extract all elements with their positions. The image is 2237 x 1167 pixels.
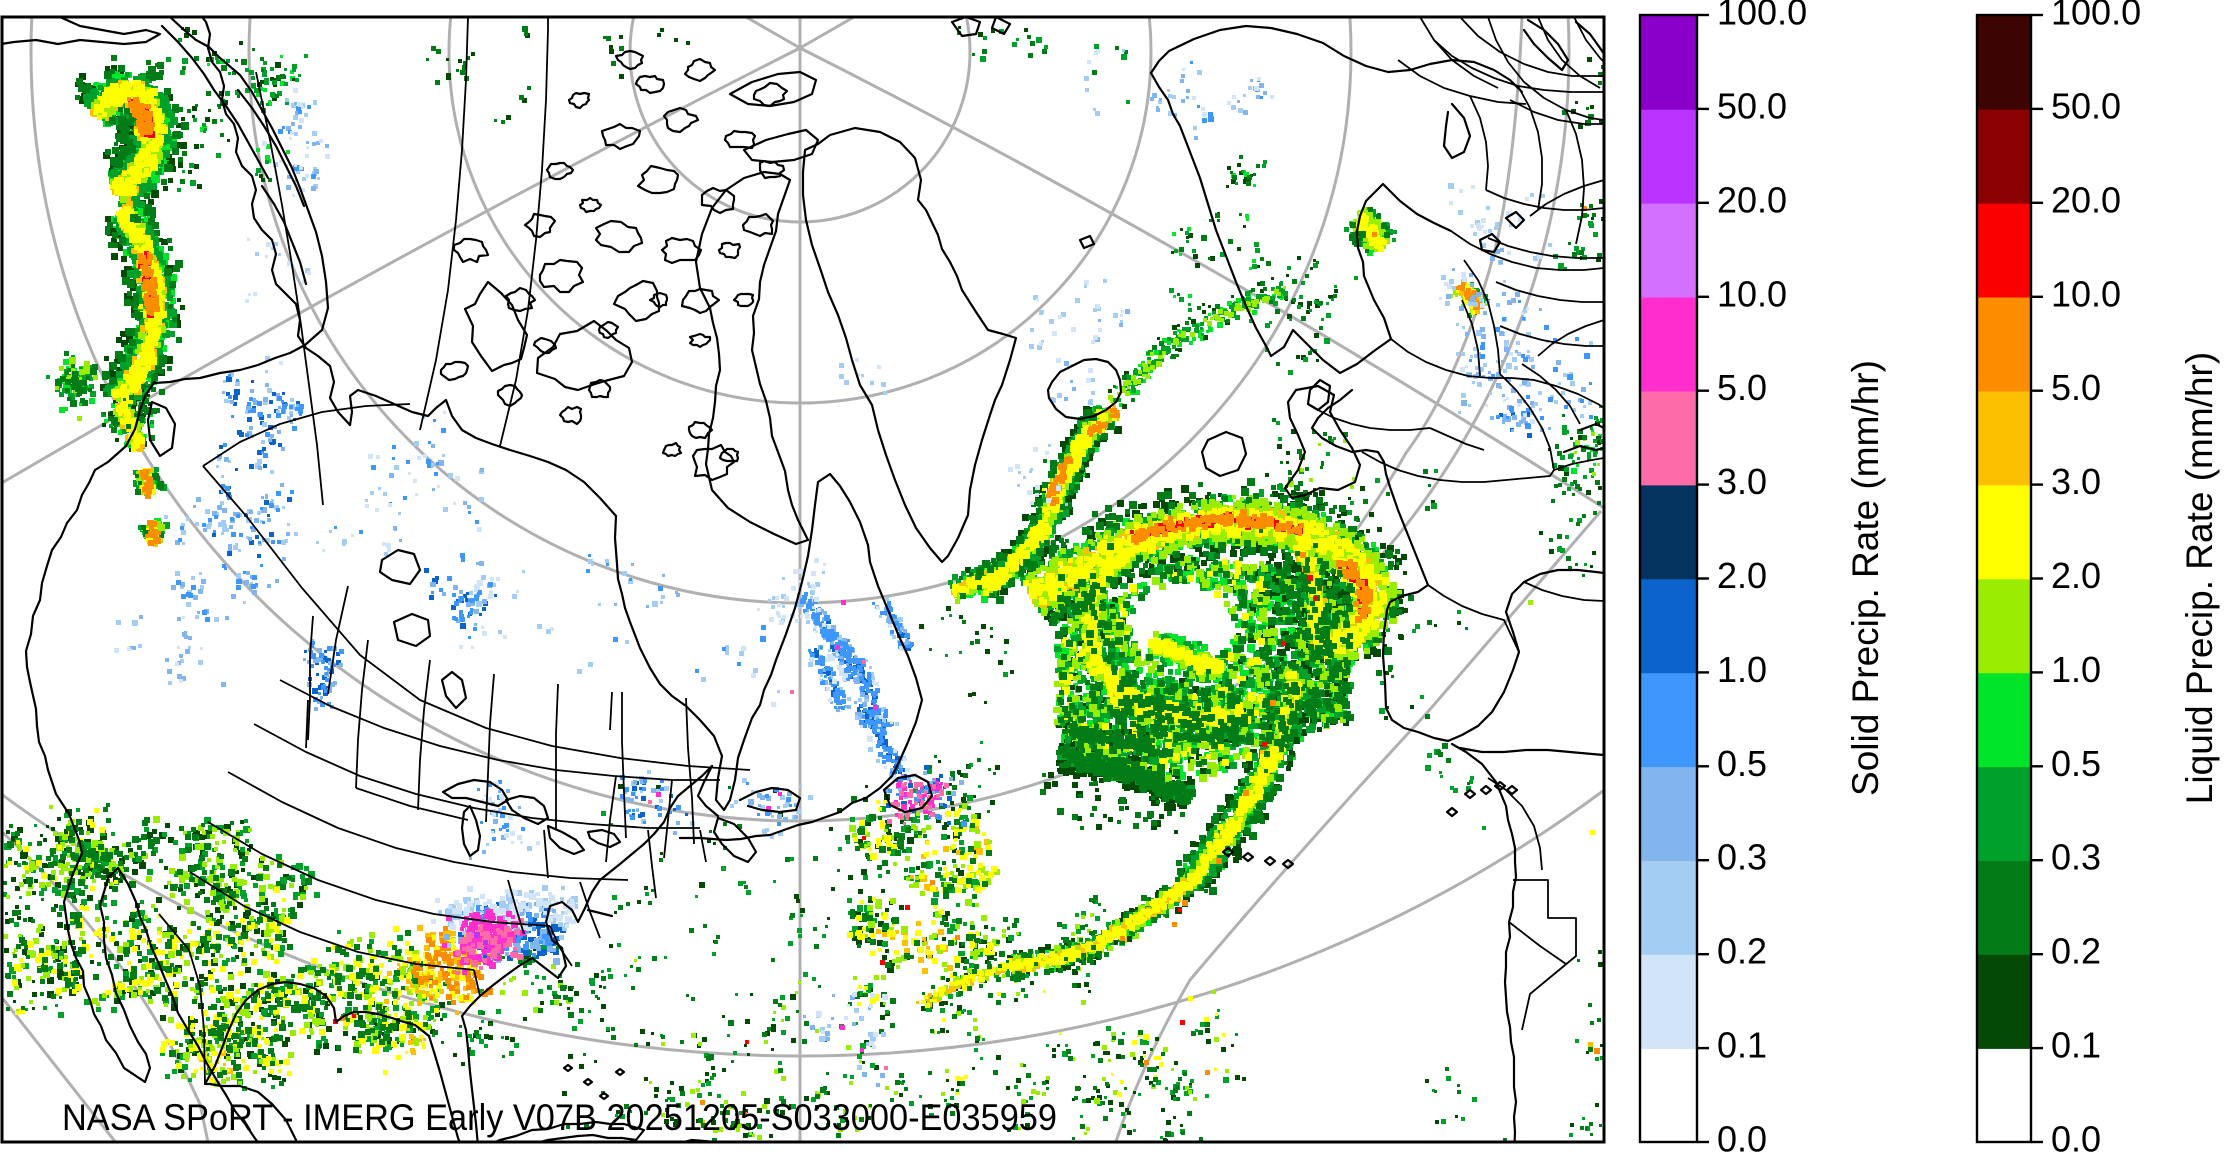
svg-text:0.0: 0.0	[2051, 1119, 2101, 1160]
svg-text:Solid Precip. Rate (mm/hr): Solid Precip. Rate (mm/hr)	[1845, 360, 1886, 796]
svg-text:1.0: 1.0	[1717, 649, 1767, 690]
svg-text:0.2: 0.2	[1717, 931, 1767, 972]
svg-text:0.0: 0.0	[1717, 1119, 1767, 1160]
svg-text:NASA SPoRT - IMERG Early V07B: NASA SPoRT - IMERG Early V07B 20251205-S…	[62, 1097, 1057, 1138]
svg-text:0.1: 0.1	[1717, 1025, 1767, 1066]
svg-text:20.0: 20.0	[2051, 179, 2121, 220]
svg-text:0.2: 0.2	[2051, 931, 2101, 972]
svg-text:2.0: 2.0	[2051, 555, 2101, 596]
svg-text:1.0: 1.0	[2051, 649, 2101, 690]
svg-text:100.0: 100.0	[1717, 0, 1807, 33]
svg-text:50.0: 50.0	[1717, 85, 1787, 126]
svg-text:2.0: 2.0	[1717, 555, 1767, 596]
svg-text:0.5: 0.5	[2051, 743, 2101, 784]
svg-text:5.0: 5.0	[2051, 367, 2101, 408]
svg-text:10.0: 10.0	[1717, 273, 1787, 314]
svg-text:3.0: 3.0	[1717, 461, 1767, 502]
svg-text:20.0: 20.0	[1717, 179, 1787, 220]
svg-text:5.0: 5.0	[1717, 367, 1767, 408]
svg-text:50.0: 50.0	[2051, 85, 2121, 126]
svg-text:0.5: 0.5	[1717, 743, 1767, 784]
svg-text:0.1: 0.1	[2051, 1025, 2101, 1066]
svg-text:0.3: 0.3	[1717, 837, 1767, 878]
svg-text:100.0: 100.0	[2051, 0, 2141, 33]
svg-text:0.3: 0.3	[2051, 837, 2101, 878]
svg-text:10.0: 10.0	[2051, 273, 2121, 314]
svg-text:Liquid Precip. Rate (mm/hr): Liquid Precip. Rate (mm/hr)	[2179, 352, 2220, 804]
svg-text:3.0: 3.0	[2051, 461, 2101, 502]
